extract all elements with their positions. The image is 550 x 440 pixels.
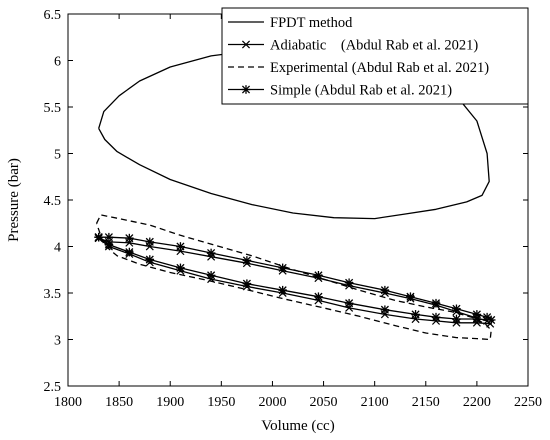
x-tick-label: 2200 [463,395,491,410]
data-point [125,247,134,257]
data-point [125,233,134,243]
y-tick-label: 6 [54,55,61,70]
data-point [344,278,354,288]
x-axis-label: Volume (cc) [261,418,334,434]
data-point [314,271,323,280]
plot-area [67,13,529,387]
data-point [452,314,461,324]
data-point [104,232,114,242]
legend-label: Adiabatic (Abdul Rab et al. 2021) [270,38,478,54]
data-point [486,315,496,325]
data-point [452,304,461,314]
data-point [242,279,252,289]
y-axis-label: Pressure (bar) [6,158,22,242]
data-point [176,263,185,273]
y-tick-label: 6.5 [44,8,62,23]
data-point [380,305,390,315]
data-point [104,240,114,249]
data-point [176,242,185,251]
legend: FPDT method Adiabatic (Abdul Rab et al. 2… [221,7,529,105]
y-axis: 2.5 3 3.5 4 4.5 5 5.5 6 6.5 [44,8,528,395]
data-point [314,292,323,302]
data-point [406,292,415,302]
x-tick-label: 1850 [105,395,133,410]
y-tick-label: 4.5 [44,194,62,209]
legend-marker [241,40,251,49]
legend-label: Experimental (Abdul Rab et al. 2021) [270,60,489,76]
data-point [206,248,216,258]
y-tick-label: 2.5 [44,380,62,395]
x-tick-label: 2150 [412,395,440,410]
data-point [472,314,482,324]
legend-marker [241,85,251,94]
legend-box [221,7,529,105]
legend-entry: Experimental (Abdul Rab et al. 2021) [228,60,489,76]
data-point [206,271,216,280]
x-tick-label: 1800 [54,395,82,410]
x-axis: 1800 1850 1900 1950 2000 2050 2100 2150 2200 2250 [54,14,542,410]
y-tick-label: 3.5 [44,287,62,302]
data-point [380,285,390,295]
x-tick-label: 2050 [310,395,338,410]
data-point [145,237,155,247]
legend-entry: Adiabatic (Abdul Rab et al. 2021) [228,38,478,54]
legend-entry: Simple (Abdul Rab et al. 2021) [228,83,452,99]
x-tick-label: 2250 [514,395,542,410]
y-tick-label: 3 [54,334,61,349]
data-point [278,285,287,295]
data-point [145,255,155,264]
series-0 [98,47,490,220]
x-tick-label: 1900 [156,395,184,410]
x-tick-label: 2000 [258,395,286,410]
x-tick-label: 1950 [207,395,235,410]
y-tick-label: 5.5 [44,101,62,116]
x-tick-label: 2100 [361,395,389,410]
y-tick-label: 5 [54,148,61,163]
legend-label: Simple (Abdul Rab et al. 2021) [270,83,452,99]
series-line [98,47,490,220]
legend-entry: FPDT method [228,15,353,31]
data-point [94,232,103,242]
series-1 [94,234,495,328]
data-point [411,310,420,319]
y-tick-label: 4 [54,241,61,256]
data-point [431,298,441,308]
data-point [431,312,441,322]
series-line [98,237,491,325]
data-point [242,256,252,265]
series-3 [94,232,496,325]
data-point [278,263,287,273]
data-point [344,298,354,308]
legend-label: FPDT method [270,15,353,31]
